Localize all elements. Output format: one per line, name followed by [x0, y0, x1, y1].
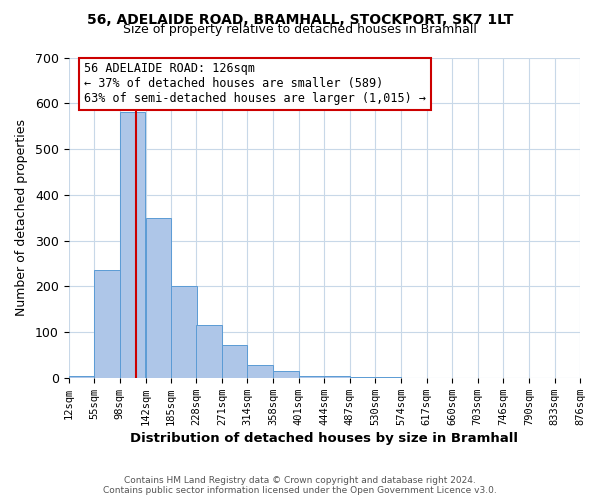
Bar — [146, 218, 171, 378]
Text: Contains HM Land Registry data © Crown copyright and database right 2024.
Contai: Contains HM Land Registry data © Crown c… — [103, 476, 497, 495]
Bar — [94, 270, 119, 378]
Bar — [274, 371, 299, 378]
Bar — [222, 345, 247, 378]
Bar — [119, 112, 145, 378]
Bar — [196, 325, 222, 378]
Bar — [171, 286, 197, 378]
Y-axis label: Number of detached properties: Number of detached properties — [15, 119, 28, 316]
X-axis label: Distribution of detached houses by size in Bramhall: Distribution of detached houses by size … — [130, 432, 518, 445]
Bar — [68, 376, 94, 378]
Bar — [299, 376, 325, 378]
Text: 56, ADELAIDE ROAD, BRAMHALL, STOCKPORT, SK7 1LT: 56, ADELAIDE ROAD, BRAMHALL, STOCKPORT, … — [87, 12, 513, 26]
Text: Size of property relative to detached houses in Bramhall: Size of property relative to detached ho… — [123, 22, 477, 36]
Bar — [247, 366, 273, 378]
Bar — [325, 376, 350, 378]
Text: 56 ADELAIDE ROAD: 126sqm
← 37% of detached houses are smaller (589)
63% of semi-: 56 ADELAIDE ROAD: 126sqm ← 37% of detach… — [84, 62, 426, 106]
Bar — [350, 377, 375, 378]
